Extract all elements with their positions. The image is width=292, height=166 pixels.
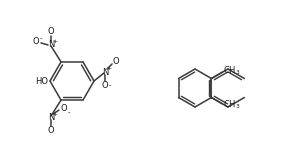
Text: O: O (113, 56, 119, 66)
Text: -: - (109, 82, 111, 88)
Text: N: N (48, 113, 54, 122)
Text: HO: HO (36, 77, 48, 85)
Text: +: + (52, 39, 57, 44)
Text: O: O (61, 104, 67, 113)
Text: O: O (48, 27, 54, 37)
Text: O: O (102, 81, 108, 89)
Text: -: - (40, 35, 42, 41)
Text: +: + (106, 66, 111, 71)
Text: O: O (33, 38, 39, 46)
Text: +: + (52, 112, 57, 117)
Text: N: N (48, 41, 54, 49)
Text: -: - (68, 109, 70, 115)
Text: CH$_3$: CH$_3$ (223, 99, 241, 111)
Text: CH$_3$: CH$_3$ (223, 65, 241, 77)
Text: O: O (48, 125, 54, 135)
Text: N: N (102, 68, 108, 77)
